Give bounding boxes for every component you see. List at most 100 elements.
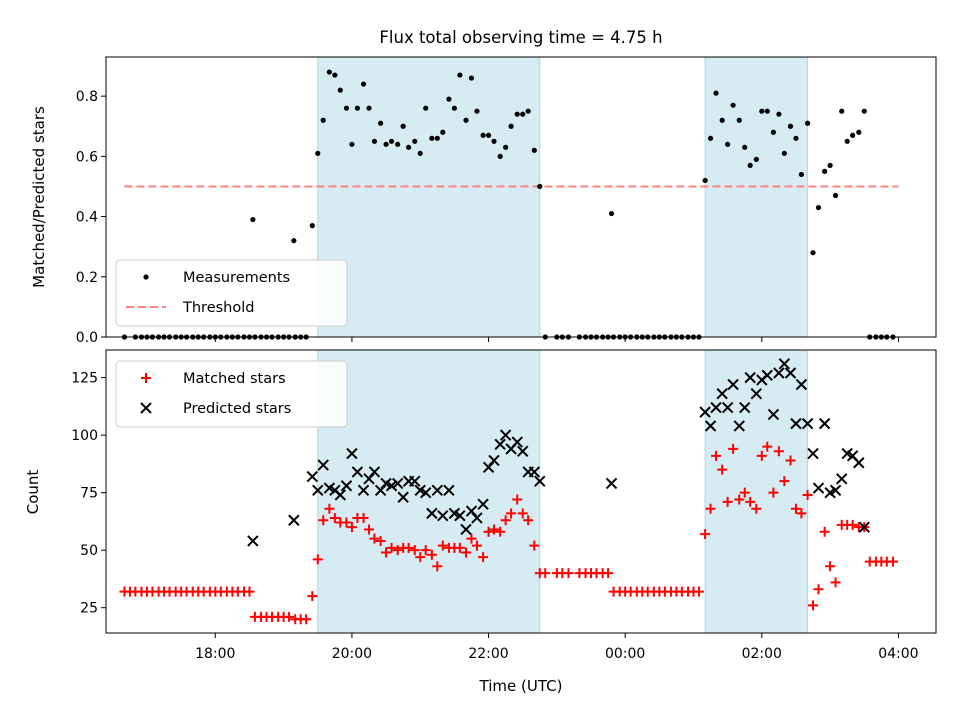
data-point <box>603 568 614 579</box>
data-point <box>306 470 319 483</box>
data-point <box>784 367 797 379</box>
data-point <box>374 484 387 497</box>
data-point <box>434 135 440 141</box>
data-point <box>844 138 850 144</box>
x-tick-label: 18:00 <box>195 646 235 662</box>
x-tick-label: 04:00 <box>878 646 918 662</box>
data-point <box>728 443 739 454</box>
data-point <box>366 105 372 111</box>
data-point <box>753 156 759 162</box>
data-point <box>801 417 814 430</box>
data-point <box>796 508 807 519</box>
data-point <box>284 611 295 622</box>
data-point <box>465 505 478 517</box>
data-point <box>400 123 406 129</box>
data-point <box>711 450 722 461</box>
data-point <box>312 554 323 565</box>
data-point <box>804 120 811 126</box>
data-point <box>742 144 748 150</box>
data-point <box>491 138 497 144</box>
data-point <box>495 526 506 537</box>
data-point <box>378 120 384 126</box>
data-point <box>351 466 364 478</box>
data-point <box>819 526 830 537</box>
x-axis-label: Time (UTC) <box>479 677 563 695</box>
data-point <box>850 132 856 138</box>
data-point <box>499 429 512 441</box>
data-point <box>802 489 813 500</box>
data-point <box>494 438 506 451</box>
data-point <box>761 369 773 382</box>
data-point <box>815 204 822 211</box>
data-point <box>451 105 457 111</box>
legend-label: Measurements <box>183 270 290 286</box>
data-point <box>386 542 397 553</box>
data-point <box>432 561 443 572</box>
x-tick-label: 02:00 <box>742 646 782 662</box>
data-point <box>397 491 409 503</box>
data-point <box>778 358 791 370</box>
data-point <box>759 108 765 114</box>
data-point <box>807 447 819 460</box>
bottom-panel: 25 50 75 100 125 18:00 20:00 22:00 00:00 02:00 04… <box>24 349 937 695</box>
matched-stars-series <box>119 441 898 625</box>
data-point <box>371 138 378 144</box>
data-point <box>360 81 367 87</box>
data-point <box>346 447 358 460</box>
data-point <box>506 508 517 519</box>
data-point <box>776 111 782 117</box>
data-point <box>326 69 332 75</box>
data-point <box>301 614 312 625</box>
x-tick-label: 20:00 <box>332 646 372 662</box>
data-point <box>779 476 790 487</box>
data-point <box>808 600 819 611</box>
data-point <box>489 524 500 535</box>
data-point <box>477 498 489 510</box>
data-point <box>324 503 335 514</box>
data-point <box>730 102 736 108</box>
top-legend: Measurements Threshold <box>115 259 348 327</box>
data-point <box>446 96 452 102</box>
data-point <box>320 117 326 123</box>
data-point <box>412 138 418 144</box>
data-point <box>744 371 756 384</box>
shaded-region <box>704 56 809 338</box>
data-point <box>798 171 805 178</box>
data-point <box>739 487 750 498</box>
data-point <box>818 417 831 430</box>
data-point <box>291 238 297 244</box>
data-point <box>810 250 816 256</box>
data-point <box>785 455 796 466</box>
data-point <box>702 177 708 184</box>
data-point <box>770 129 777 135</box>
data-point <box>751 503 762 514</box>
data-point <box>887 556 898 567</box>
chart-title: Flux total observing time = 4.75 h <box>379 28 662 47</box>
data-point <box>813 584 824 595</box>
legend-box <box>115 259 348 327</box>
data-point <box>768 487 779 498</box>
data-point <box>853 457 865 469</box>
data-point <box>454 509 466 522</box>
data-point <box>457 72 463 78</box>
y-tick-label: 50 <box>80 543 98 559</box>
data-point <box>717 464 728 475</box>
data-point <box>406 144 412 150</box>
data-point <box>736 117 742 123</box>
data-point <box>822 168 828 175</box>
data-point <box>244 586 255 597</box>
legend-label: Predicted stars <box>183 401 291 417</box>
data-point <box>307 591 318 602</box>
data-point <box>790 417 802 430</box>
data-point <box>523 515 534 526</box>
bottom-y-axis: 25 50 75 100 125 <box>71 371 106 617</box>
legend-marker <box>143 274 149 280</box>
data-point <box>429 135 435 141</box>
data-point <box>773 446 784 457</box>
data-point <box>529 540 540 551</box>
data-point <box>474 108 480 114</box>
data-point <box>332 72 338 78</box>
data-point <box>534 475 546 487</box>
data-point <box>727 378 739 391</box>
data-point <box>704 420 717 432</box>
